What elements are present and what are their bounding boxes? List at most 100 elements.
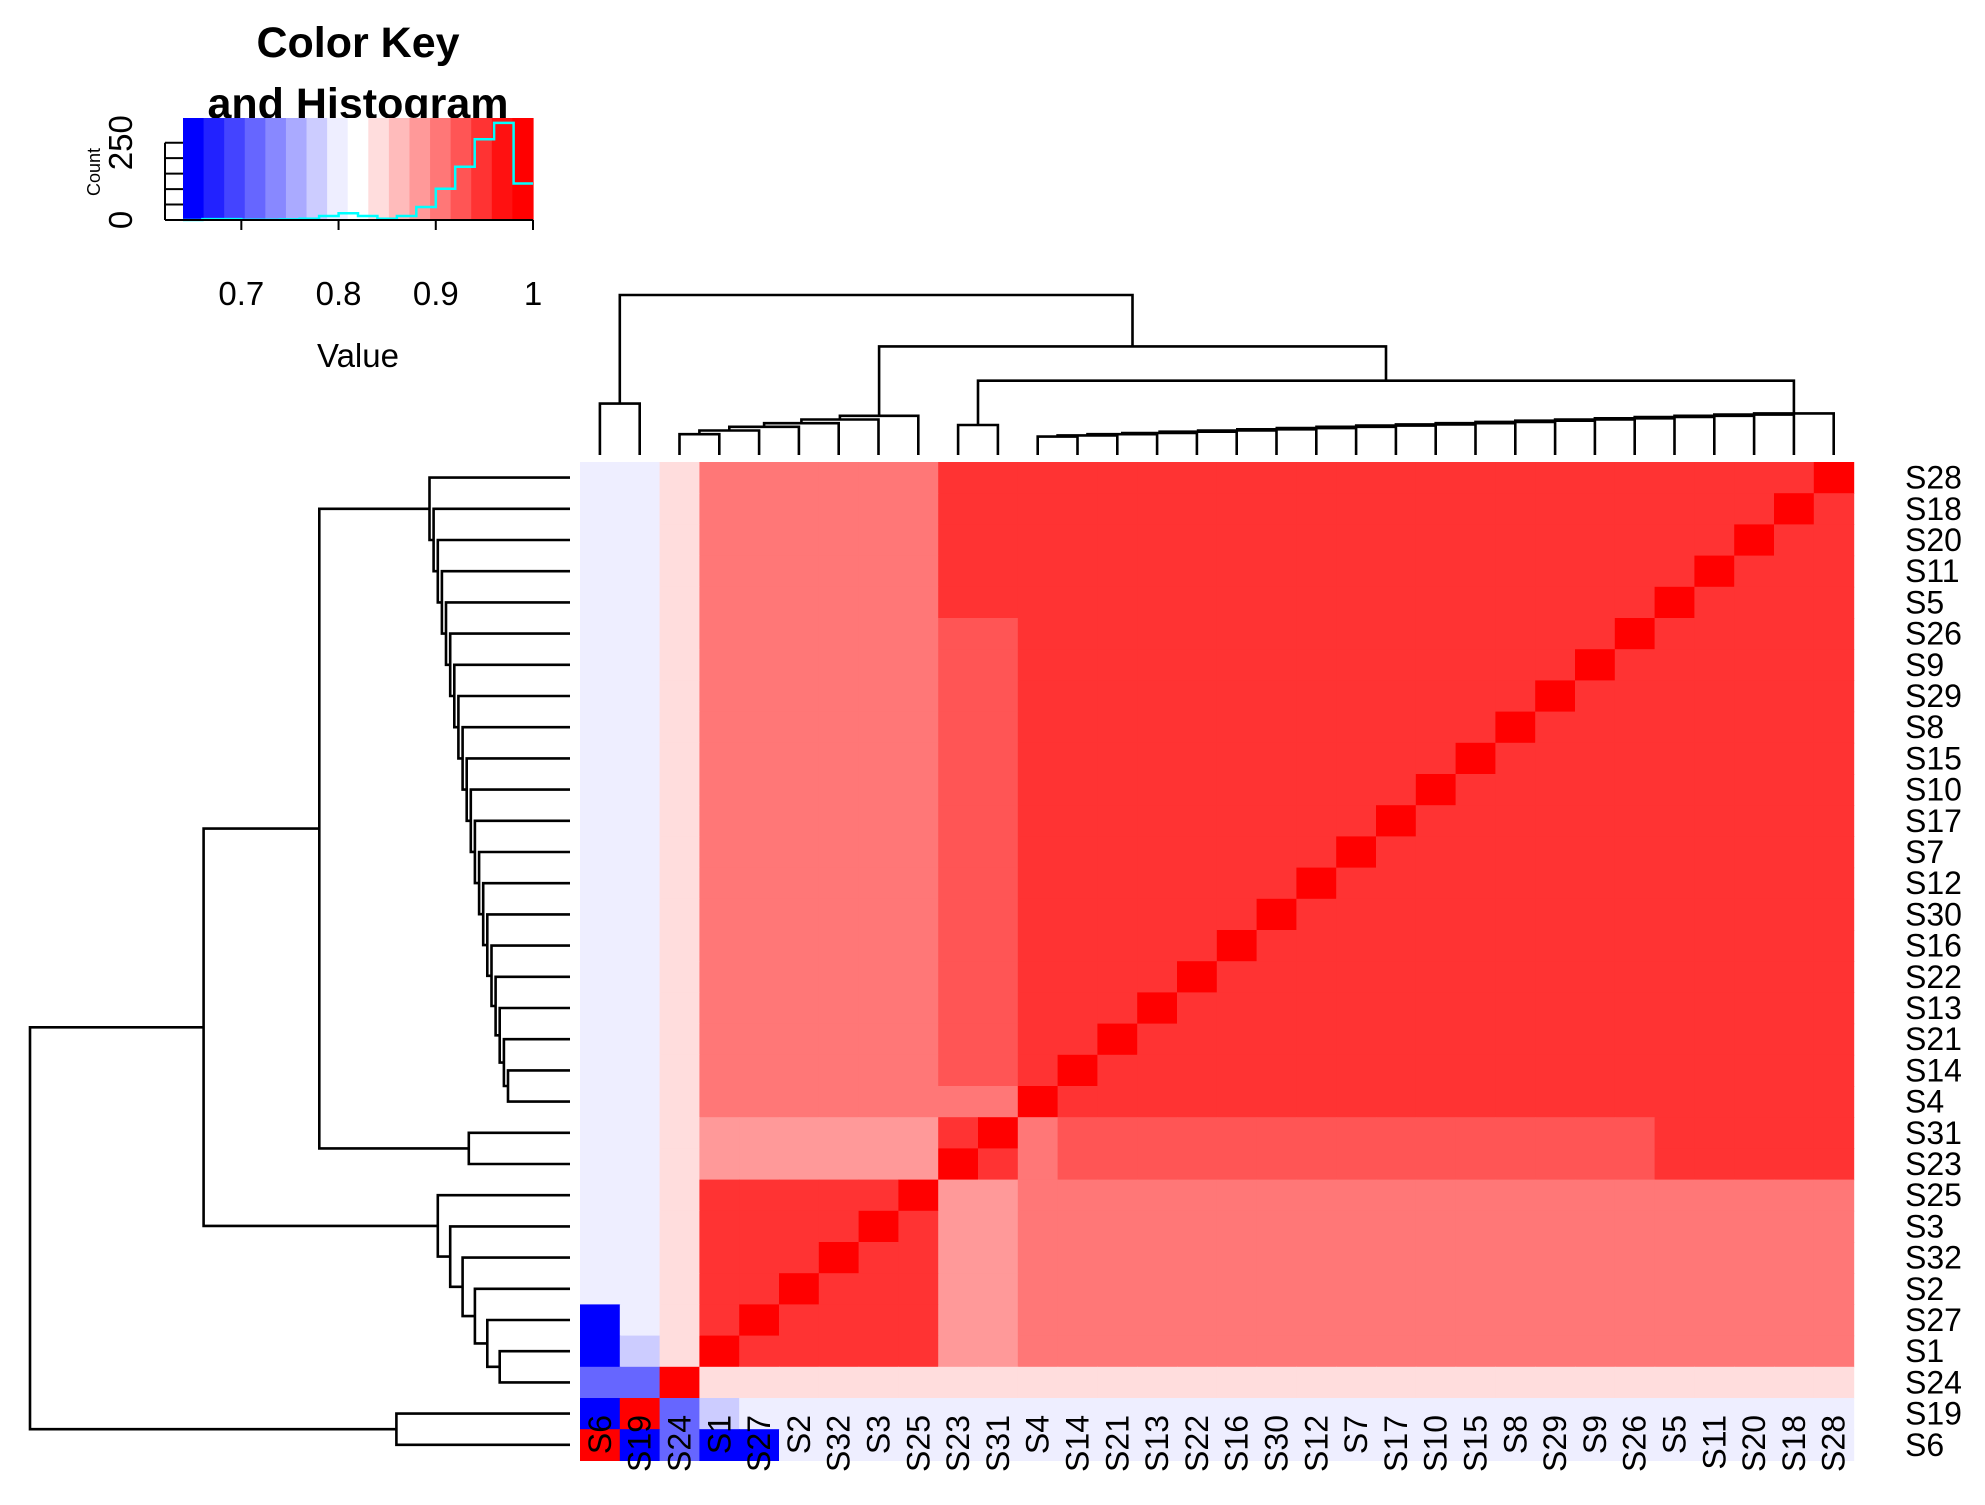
heatmap-cell-S25-S5 [1654,1179,1695,1212]
heatmap-cell-S16-S28 [1813,930,1855,962]
color-key-gradient [183,118,534,220]
heatmap-cell-S24-S5 [1654,1366,1695,1399]
heatmap-cell-S4-S23 [938,1086,979,1118]
heatmap-cell-S27-S7 [1336,1304,1377,1337]
heatmap-cell-S24-S6 [580,1366,621,1399]
heatmap-cell-S28-S30 [1256,462,1297,494]
heatmap-cell-S25-S7 [1336,1179,1377,1212]
heatmap-cell-S3-S21 [1097,1210,1138,1243]
heatmap-cell-S11-S18 [1774,555,1815,588]
heatmap-cell-S15-S2 [779,742,820,775]
heatmap-cell-S2-S21 [1097,1273,1138,1305]
heatmap-cell-S29-S19 [619,680,661,713]
heatmap-cell-S21-S29 [1535,1023,1576,1056]
heatmap-cell-S19-S2 [779,1398,820,1430]
heatmap-cell-S15-S18 [1774,742,1815,775]
heatmap-cell-S29-S21 [1097,680,1138,713]
heatmap-cell-S4-S28 [1813,1086,1855,1118]
heatmap-cell-S14-S4 [1017,1054,1059,1087]
heatmap-cell-S25-S9 [1575,1179,1616,1212]
heatmap-cell-S14-S9 [1575,1054,1616,1087]
heatmap-cell-S11-S21 [1097,555,1138,588]
heatmap-cell-S25-S6 [580,1179,621,1212]
heatmap-cell-S24-S3 [858,1366,899,1399]
heatmap-cell-S19-S31 [978,1398,1019,1430]
heatmap-cell-S16-S4 [1017,930,1059,962]
heatmap-cell-S31-S16 [1216,1117,1258,1149]
heatmap-cell-S31-S24 [659,1117,700,1149]
heatmap-cell-S21-S23 [938,1023,979,1056]
heatmap-cell-S2-S7 [1336,1273,1377,1305]
heatmap-cell-S31-S23 [938,1117,979,1149]
heatmap-cell-S11-S27 [739,555,780,588]
heatmap-cell-S14-S1 [699,1054,740,1087]
heatmap-cell-S23-S23 [938,1148,979,1181]
heatmap-cell-S6-S7 [1336,1429,1377,1461]
heatmap-cell-S17-S16 [1216,805,1258,837]
heatmap-cell-S22-S4 [1017,961,1059,993]
color-key-swatch [203,118,225,220]
heatmap-cell-S30-S15 [1455,898,1496,931]
heatmap-cell-S26-S7 [1336,618,1377,650]
heatmap-cell-S7-S5 [1654,836,1695,869]
heatmap-cell-S4-S25 [898,1086,939,1118]
heatmap-cell-S2-S32 [818,1273,860,1305]
heatmap-cell-S26-S15 [1455,618,1496,650]
heatmap-cell-S8-S13 [1137,711,1178,744]
heatmap-cell-S25-S25 [898,1179,939,1212]
column-label-S5: S5 [1657,1415,1693,1454]
heatmap-cell-S16-S25 [898,930,939,962]
heatmap-cell-S15-S21 [1097,742,1138,775]
row-label-S20: S20 [1905,522,1962,558]
row-label-S16: S16 [1905,928,1962,964]
heatmap-cell-S7-S3 [858,836,899,869]
heatmap-cell-S16-S9 [1575,930,1616,962]
heatmap-cell-S27-S28 [1813,1304,1855,1337]
heatmap-cell-S15-S27 [739,742,780,775]
heatmap-cell-S1-S32 [818,1335,860,1368]
heatmap-cell-S12-S14 [1057,867,1098,900]
heatmap-cell-S4-S7 [1336,1086,1377,1118]
heatmap-cell-S18-S8 [1495,493,1536,525]
heatmap-cell-S26-S25 [898,618,939,650]
color-key-x-tick-label: 1 [524,275,542,312]
heatmap-cell-S9-S10 [1415,649,1457,681]
heatmap-cell-S14-S11 [1694,1054,1735,1087]
heatmap-cell-S6-S19 [619,1429,661,1461]
color-key-swatch [491,118,514,220]
heatmap-cell-S10-S27 [739,774,780,806]
heatmap-cell-S17-S14 [1057,805,1098,837]
heatmap-cell-S29-S6 [580,680,621,713]
heatmap-cell-S6-S11 [1694,1429,1735,1461]
heatmap-cell-S15-S3 [858,742,899,775]
heatmap-cell-S15-S16 [1216,742,1258,775]
heatmap-cell-S4-S3 [858,1086,899,1118]
heatmap-cell-S30-S19 [619,898,661,931]
heatmap-cell-S21-S17 [1376,1023,1417,1056]
heatmap-cell-S5-S17 [1376,586,1417,619]
heatmap-cell-S7-S12 [1296,836,1337,869]
heatmap-cell-S30-S29 [1535,898,1576,931]
heatmap-cell-S9-S26 [1614,649,1656,681]
heatmap-cell-S18-S2 [779,493,820,525]
heatmap-cell-S27-S29 [1535,1304,1576,1337]
heatmap-cell-S20-S28 [1813,524,1855,557]
heatmap-cell-S3-S30 [1256,1210,1297,1243]
heatmap-cell-S21-S2 [779,1023,820,1056]
heatmap-cell-S2-S19 [619,1273,661,1305]
heatmap-cell-S14-S16 [1216,1054,1258,1087]
heatmap-cell-S9-S32 [818,649,860,681]
heatmap-cell-S23-S30 [1256,1148,1297,1181]
heatmap-cell-S19-S27 [739,1398,780,1430]
heatmap-cell-S19-S13 [1137,1398,1178,1430]
heatmap-cell-S29-S15 [1455,680,1496,713]
heatmap-cell-S26-S4 [1017,618,1059,650]
row-label-S23: S23 [1905,1146,1962,1182]
heatmap-cell-S18-S6 [580,493,621,525]
heatmap-cell-S6-S20 [1734,1429,1775,1461]
heatmap-cell-S12-S22 [1177,867,1218,900]
heatmap-cell-S6-S16 [1216,1429,1258,1461]
heatmap-cell-S32-S6 [580,1242,621,1274]
heatmap-cell-S12-S27 [739,867,780,900]
heatmap-cell-S29-S23 [938,680,979,713]
